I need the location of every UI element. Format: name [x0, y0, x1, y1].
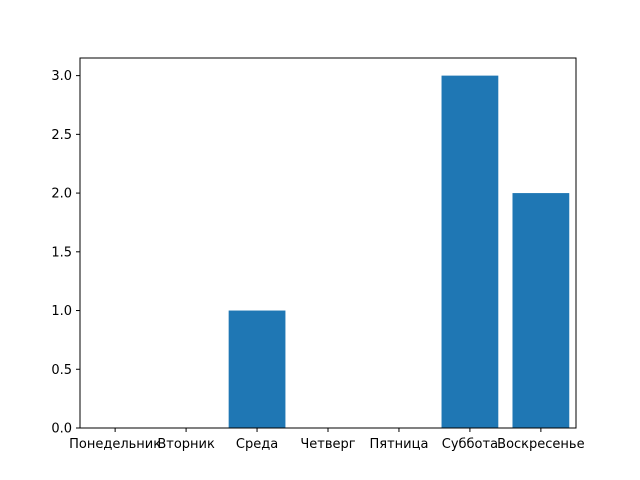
- x-tick-label: Четверг: [300, 437, 355, 452]
- bars-group: [228, 75, 570, 428]
- bar-5: [441, 75, 499, 428]
- x-tick-label: Воскресенье: [497, 437, 584, 452]
- x-tick-label: Среда: [236, 437, 278, 452]
- bar-2: [228, 310, 286, 428]
- x-tick-label: Понедельник: [69, 437, 161, 452]
- bar-6: [512, 193, 570, 428]
- x-tick-label: Суббота: [442, 437, 498, 452]
- y-tick-label: 1.5: [51, 245, 72, 260]
- y-tick-label: 0.5: [51, 363, 72, 378]
- x-tick-label: Пятница: [369, 437, 428, 452]
- y-tick-label: 2.5: [51, 128, 72, 143]
- plot-frame: [79, 57, 577, 429]
- x-tick-label: Вторник: [157, 437, 215, 452]
- y-tick-label: 1.0: [51, 304, 72, 319]
- y-tick-label: 2.0: [51, 187, 72, 202]
- y-axis: 0.0 0.5 1.0 1.5 2.0 2.5 3.0: [51, 69, 80, 437]
- y-tick-label: 3.0: [51, 69, 72, 84]
- y-tick-label: 0.0: [51, 422, 72, 437]
